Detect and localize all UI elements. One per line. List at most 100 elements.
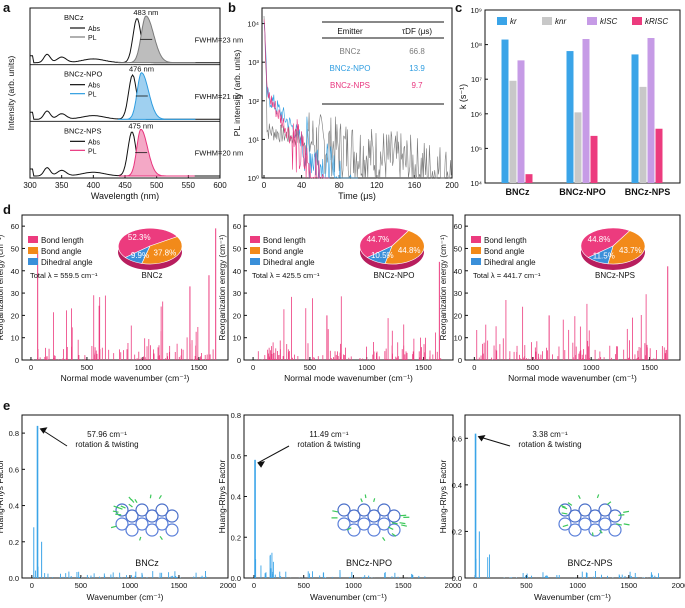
c-ytick-label: 10⁹ [470, 6, 482, 15]
molecule-vibration-vector [117, 506, 123, 510]
a-legend-abs: Abs [88, 83, 101, 90]
c-legend-label: kRISC [645, 17, 668, 26]
c-category-label: BNCz-NPO [559, 187, 606, 197]
molecule-vibration-vector [159, 535, 163, 540]
b-table-tau: 66.8 [409, 47, 425, 56]
d-xtick-label: 1500 [641, 363, 658, 372]
c-category-label: BNCz [506, 187, 530, 197]
d-ytick-label: 20 [11, 311, 19, 320]
e-annot-wavenumber: 3.38 cm⁻¹ [532, 430, 568, 439]
d-ytick-label: 60 [11, 222, 19, 231]
d-ytick-label: 40 [233, 267, 241, 276]
e-xtick-label: 2000 [445, 581, 462, 590]
c-bar-kISC [582, 39, 590, 184]
d-legend-label: Dihedral angle [484, 258, 536, 267]
molecule-vibration-vector [110, 525, 117, 529]
d-ytick-label: 10 [11, 334, 19, 343]
b-table-emitter: BNCz [340, 47, 361, 56]
molecule-vibration-vector [382, 537, 386, 542]
molecule-ring [608, 523, 622, 537]
d-xtick-label: 500 [304, 363, 317, 372]
molecule-vibration-vector [596, 494, 600, 499]
molecule-ring [115, 517, 129, 531]
b-xtick-label: 200 [445, 181, 459, 190]
c-bar-kr [566, 51, 574, 183]
e-molecule-structure [558, 503, 622, 537]
c-category-label: BNCz-NPS [625, 187, 671, 197]
molecule-ring [367, 509, 381, 523]
c-ytick-label: 10⁷ [471, 75, 482, 84]
d-legend-label: Bond length [484, 236, 527, 245]
c-bar-knr [509, 80, 517, 183]
d-pie-slice [124, 245, 151, 264]
molecule-ring [135, 517, 149, 531]
a-fwhm-label: FWHM=23 nm [195, 35, 244, 44]
b-xtick-label: 160 [408, 181, 422, 190]
molecule-vibration-vector [561, 506, 568, 510]
molecule-vibration-vector [577, 495, 581, 500]
molecule-vibration-vector [360, 498, 363, 503]
molecule-vibration-vector [618, 514, 625, 516]
d-pie-slice [118, 227, 178, 258]
d-xtick-label: 0 [472, 363, 476, 372]
molecule-vibration-vector [560, 504, 566, 508]
d-ylabel: Reorganization energy (cm⁻¹) [439, 234, 448, 340]
e-sample-name: BNCz [135, 558, 159, 568]
d-legend-label: Bond angle [41, 247, 82, 256]
c-ylabel: k (s⁻¹) [458, 84, 468, 109]
e-ylabel: Huang-Rhys Factor [0, 459, 5, 533]
molecule-ring [165, 509, 179, 523]
molecule-ring [588, 523, 602, 537]
d-pie-slice [587, 245, 614, 265]
a-pl-curve [117, 15, 196, 64]
molecule-vibration-vector [346, 527, 352, 531]
a-abs-curve [30, 74, 220, 120]
molecule-ring [377, 517, 391, 531]
a-ylabel: Intensity (arb. units) [6, 56, 16, 131]
c-legend-label: kr [510, 17, 517, 26]
d-ytick-label: 30 [233, 289, 241, 298]
d-total-lambda: Total λ = 559.5 cm⁻¹ [30, 271, 98, 280]
d-xtick-label: 500 [527, 363, 540, 372]
e-ytick-label: 0.0 [9, 574, 19, 583]
e-annot-arrow [40, 428, 68, 447]
e-xtick-label: 2000 [220, 581, 237, 590]
d-pie-slice [580, 227, 631, 258]
d-pie-slice [607, 230, 646, 265]
molecule-ring [598, 517, 612, 531]
e-sample-name: BNCz-NPO [346, 558, 392, 568]
d-pie-label: 37.8% [154, 248, 177, 257]
e-xtick-label: 500 [297, 581, 310, 590]
b-table-emitter: BNCz-NPS [330, 81, 370, 90]
b-ytick-label: 10⁴ [247, 20, 259, 29]
d-legend-swatch [28, 236, 38, 243]
molecule-ring [115, 503, 129, 517]
c-ytick-label: 10⁸ [470, 41, 482, 50]
b-ytick-label: 10² [248, 97, 259, 106]
d-legend-swatch [250, 258, 260, 265]
e-ytick-label: 0.0 [452, 574, 462, 583]
e-xtick-label: 0 [473, 581, 477, 590]
d-xtick-label: 1000 [583, 363, 600, 372]
e-ytick-label: 0.6 [9, 465, 19, 474]
a-fwhm-label: FWHM=21 nm [195, 92, 244, 101]
e-ytick-label: 0.0 [231, 574, 241, 583]
molecule-ring [155, 517, 169, 531]
d-ylabel: Reorganization energy (cm⁻¹) [0, 234, 5, 340]
e-frame [464, 414, 681, 579]
c-bar-kRISC [590, 135, 598, 183]
e-xtick-label: 1500 [395, 581, 412, 590]
e-annot-arrowhead [257, 461, 266, 468]
e-molecule-structure [115, 503, 179, 537]
e-xtick-label: 2000 [672, 581, 685, 590]
molecule-ring [578, 503, 592, 517]
a-pl-curve [117, 72, 196, 120]
e-molecule-structure [337, 503, 401, 537]
d-legend-swatch [471, 247, 481, 254]
panel-label-e: e [3, 398, 10, 413]
e-annot-arrow [257, 445, 290, 464]
molecule-ring [578, 517, 592, 531]
d-ytick-label: 50 [233, 244, 241, 253]
b-table-emitter: BNCz-NPO [330, 64, 371, 73]
